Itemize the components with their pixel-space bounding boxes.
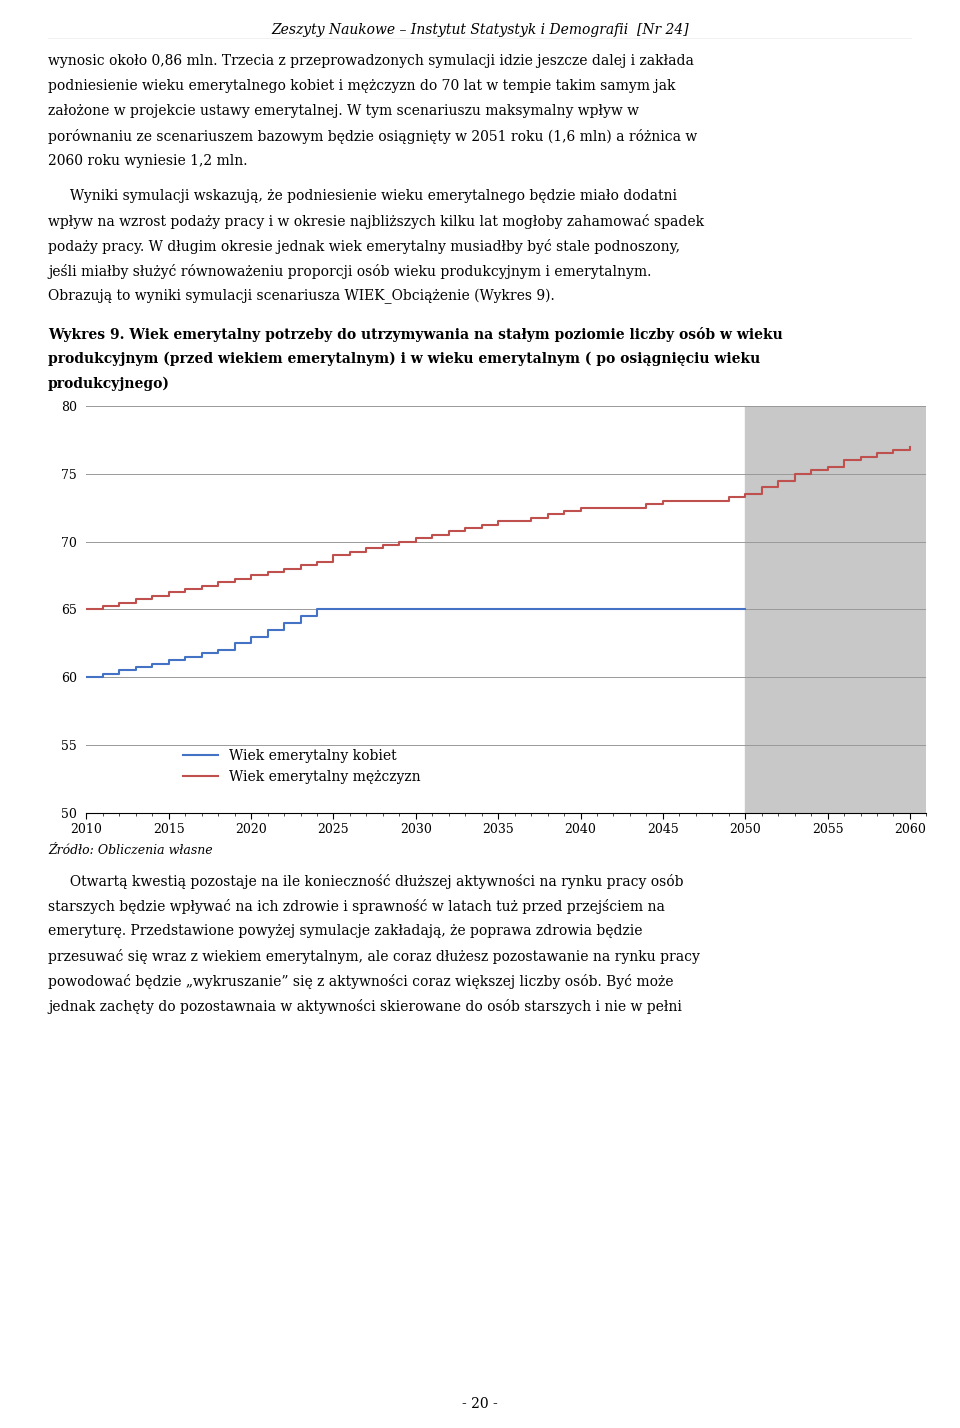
Text: podniesienie wieku emerytalnego kobiet i mężczyzn do 70 lat w tempie takim samym: podniesienie wieku emerytalnego kobiet i… xyxy=(48,79,676,93)
Text: - 20 -: - 20 - xyxy=(462,1397,498,1411)
Wiek emerytalny kobiet xyxy=(163,651,175,668)
Text: starszych będzie wpływać na ich zdrowie i sprawność w latach tuż przed przejście: starszych będzie wpływać na ich zdrowie … xyxy=(48,900,665,914)
Text: produkcyjnym (przed wiekiem emerytalnym) i w wieku emerytalnym ( po osiągnięciu : produkcyjnym (przed wiekiem emerytalnym)… xyxy=(48,351,760,366)
Wiek emerytalny mężczyzn xyxy=(624,498,636,516)
Text: produkcyjnego): produkcyjnego) xyxy=(48,377,170,391)
Wiek emerytalny kobiet xyxy=(113,661,125,678)
Text: porównaniu ze scenariuszem bazowym będzie osiągnięty w 2051 roku (1,6 mln) a róż: porównaniu ze scenariuszem bazowym będzi… xyxy=(48,129,697,144)
Wiek emerytalny kobiet xyxy=(262,621,274,638)
Wiek emerytalny kobiet xyxy=(81,668,92,685)
Text: wynosic około 0,86 mln. Trzecia z przeprowadzonych symulacji idzie jeszcze dalej: wynosic około 0,86 mln. Trzecia z przepr… xyxy=(48,54,694,69)
Wiek emerytalny mężczyzn xyxy=(674,493,685,510)
Wiek emerytalny kobiet xyxy=(278,614,290,631)
Text: przesuwać się wraz z wiekiem emerytalnym, ale coraz dłużesz pozostawanie na rynk: przesuwać się wraz z wiekiem emerytalnym… xyxy=(48,950,700,964)
Wiek emerytalny kobiet xyxy=(575,601,587,618)
Wiek emerytalny kobiet xyxy=(739,601,751,618)
Wiek emerytalny kobiet xyxy=(591,601,603,618)
Wiek emerytalny kobiet xyxy=(228,634,240,651)
Wiek emerytalny kobiet xyxy=(690,601,702,618)
Text: podaży pracy. W długim okresie jednak wiek emerytalny musiadłby być stale podnos: podaży pracy. W długim okresie jednak wi… xyxy=(48,238,680,254)
Line: Wiek emerytalny kobiet: Wiek emerytalny kobiet xyxy=(86,610,745,677)
Wiek emerytalny kobiet xyxy=(246,628,257,645)
Text: Wyniki symulacji wskazują, że podniesienie wieku emerytalnego będzie miało dodat: Wyniki symulacji wskazują, że podniesien… xyxy=(48,188,677,203)
Wiek emerytalny kobiet xyxy=(525,601,537,618)
Text: jednak zachęty do pozostawnaia w aktywności skierowane do osób starszych i nie w: jednak zachęty do pozostawnaia w aktywno… xyxy=(48,1000,682,1014)
Wiek emerytalny kobiet xyxy=(295,607,306,624)
Text: wpływ na wzrost podaży pracy i w okresie najbliższych kilku lat mogłoby zahamowa: wpływ na wzrost podaży pracy i w okresie… xyxy=(48,214,704,230)
Wiek emerytalny kobiet xyxy=(640,601,652,618)
Wiek emerytalny kobiet xyxy=(196,645,207,663)
Text: Otwartą kwestią pozostaje na ile konieczność dłuższej aktywności na rynku pracy : Otwartą kwestią pozostaje na ile koniecz… xyxy=(48,874,684,890)
Legend: Wiek emerytalny kobiet, Wiek emerytalny mężczyzn: Wiek emerytalny kobiet, Wiek emerytalny … xyxy=(178,744,426,790)
Wiek emerytalny kobiet xyxy=(541,601,553,618)
Wiek emerytalny kobiet xyxy=(426,601,438,618)
Wiek emerytalny kobiet xyxy=(723,601,734,618)
Text: Obrazują to wyniki symulacji scenariusza WIEK_Obciążenie (Wykres 9).: Obrazują to wyniki symulacji scenariusza… xyxy=(48,288,555,304)
Wiek emerytalny mężczyzn xyxy=(904,438,916,456)
Wiek emerytalny kobiet xyxy=(624,601,636,618)
Wiek emerytalny kobiet xyxy=(460,601,471,618)
Wiek emerytalny kobiet xyxy=(410,601,421,618)
Wiek emerytalny kobiet xyxy=(559,601,570,618)
Wiek emerytalny kobiet xyxy=(509,601,520,618)
Wiek emerytalny kobiet xyxy=(130,658,141,675)
Wiek emerytalny kobiet xyxy=(394,601,405,618)
Wiek emerytalny kobiet xyxy=(147,655,158,673)
Wiek emerytalny kobiet xyxy=(476,601,488,618)
Wiek emerytalny mężczyzn xyxy=(345,543,356,560)
Wiek emerytalny kobiet xyxy=(361,601,372,618)
Text: Wykres 9. Wiek emerytalny potrzeby do utrzymywania na stałym poziomie liczby osó: Wykres 9. Wiek emerytalny potrzeby do ut… xyxy=(48,327,782,341)
Wiek emerytalny kobiet xyxy=(657,601,668,618)
Wiek emerytalny kobiet xyxy=(311,601,323,618)
Text: 2060 roku wyniesie 1,2 mln.: 2060 roku wyniesie 1,2 mln. xyxy=(48,154,248,169)
Bar xyxy=(745,406,926,813)
Wiek emerytalny kobiet xyxy=(492,601,504,618)
Wiek emerytalny kobiet xyxy=(377,601,389,618)
Text: założone w projekcie ustawy emerytalnej. W tym scenariuszu maksymalny wpływ w: założone w projekcie ustawy emerytalnej.… xyxy=(48,104,639,119)
Wiek emerytalny kobiet xyxy=(327,601,339,618)
Wiek emerytalny kobiet xyxy=(707,601,718,618)
Wiek emerytalny mężczyzn xyxy=(81,601,92,618)
Text: Zeszyty Naukowe – Instytut Statystyk i Demografii  [Nr 24]: Zeszyty Naukowe – Instytut Statystyk i D… xyxy=(271,23,689,37)
Wiek emerytalny mężczyzn xyxy=(262,564,274,581)
Text: powodować będzie „wykruszanie” się z aktywności coraz większej liczby osób. Być : powodować będzie „wykruszanie” się z akt… xyxy=(48,974,674,990)
Wiek emerytalny kobiet xyxy=(97,665,108,683)
Text: emeryturę. Przedstawione powyżej symulacje zakładają, że poprawa zdrowia będzie: emeryturę. Przedstawione powyżej symulac… xyxy=(48,924,642,938)
Wiek emerytalny kobiet xyxy=(608,601,619,618)
Wiek emerytalny kobiet xyxy=(345,601,356,618)
Wiek emerytalny kobiet xyxy=(674,601,685,618)
Wiek emerytalny kobiet xyxy=(180,648,191,665)
Line: Wiek emerytalny mężczyzn: Wiek emerytalny mężczyzn xyxy=(86,447,910,610)
Wiek emerytalny mężczyzn xyxy=(888,441,900,458)
Text: Źródło: Obliczenia własne: Źródło: Obliczenia własne xyxy=(48,844,212,857)
Wiek emerytalny kobiet xyxy=(443,601,454,618)
Wiek emerytalny kobiet xyxy=(212,641,224,658)
Wiek emerytalny mężczyzn xyxy=(327,547,339,564)
Text: jeśli miałby służyć równoważeniu proporcji osób wieku produkcyjnym i emerytalnym: jeśli miałby służyć równoważeniu proporc… xyxy=(48,264,652,280)
